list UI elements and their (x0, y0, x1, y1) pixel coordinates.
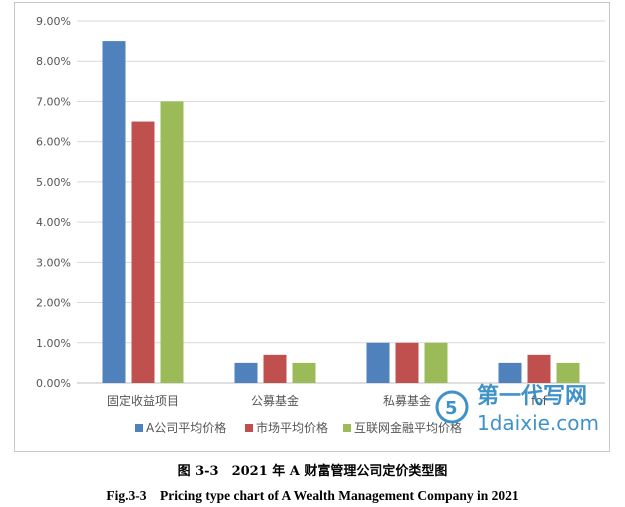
legend-swatch (343, 424, 351, 432)
grid-layer (77, 20, 605, 384)
bar (102, 41, 126, 383)
legend-swatch (245, 424, 253, 432)
y-tick-label: 4.00% (36, 216, 71, 229)
bar-layer (102, 41, 580, 384)
label-layer: 0.00% 1.00% 2.00% 3.00% 4.00% 5.00% 6.00% 7.00%… (36, 15, 548, 408)
y-tick-label: 5.00% (36, 176, 71, 189)
x-category-label: 私募基金 (383, 393, 431, 408)
bar (395, 342, 419, 383)
bar (498, 362, 522, 383)
legend-label: 互联网金融平均价格 (354, 420, 462, 435)
bar (527, 354, 551, 383)
figure-caption-cn: 图 3-3 2021 年 A 财富管理公司定价类型图 (177, 464, 448, 479)
x-category-label: fof (531, 394, 548, 408)
legend-label: 市场平均价格 (256, 420, 328, 435)
bar (424, 342, 448, 383)
watermark: 5 第一代写网 1daixie.com (435, 383, 599, 435)
bar (234, 362, 258, 383)
bar (292, 362, 316, 383)
y-tick-label: 7.00% (36, 95, 71, 108)
y-tick-label: 0.00% (36, 377, 71, 390)
legend-swatch (135, 424, 143, 432)
pricing-bar-chart: 0.00% 1.00% 2.00% 3.00% 4.00% 5.00% 6.00% 7.00%… (36, 15, 605, 435)
watermark-logo-digit: 5 (445, 398, 458, 419)
x-category-label: 固定收益项目 (107, 393, 179, 408)
bar (160, 101, 184, 383)
y-tick-label: 6.00% (36, 136, 71, 149)
legend-label: A公司平均价格 (146, 420, 226, 435)
chart-frame: 0.00% 1.00% 2.00% 3.00% 4.00% 5.00% 6.00% 7.00%… (14, 2, 610, 452)
figure-caption-en: Fig.3-3 Pricing type chart of A Wealth M… (106, 488, 519, 503)
bar (556, 362, 580, 383)
bar (263, 354, 287, 383)
y-tick-label: 2.00% (36, 297, 71, 310)
bar (366, 342, 390, 383)
legend: A公司平均价格 市场平均价格 互联网金融平均价格 (135, 420, 462, 435)
watermark-en: 1daixie.com (477, 411, 599, 435)
x-category-label: 公募基金 (251, 393, 299, 408)
y-tick-label: 3.00% (36, 256, 71, 269)
bar (131, 121, 155, 384)
watermark-logo-icon (435, 390, 469, 424)
y-tick-label: 9.00% (36, 15, 71, 28)
y-tick-label: 1.00% (36, 337, 71, 350)
y-tick-label: 8.00% (36, 55, 71, 68)
watermark-cn: 第一代写网 (477, 383, 587, 409)
